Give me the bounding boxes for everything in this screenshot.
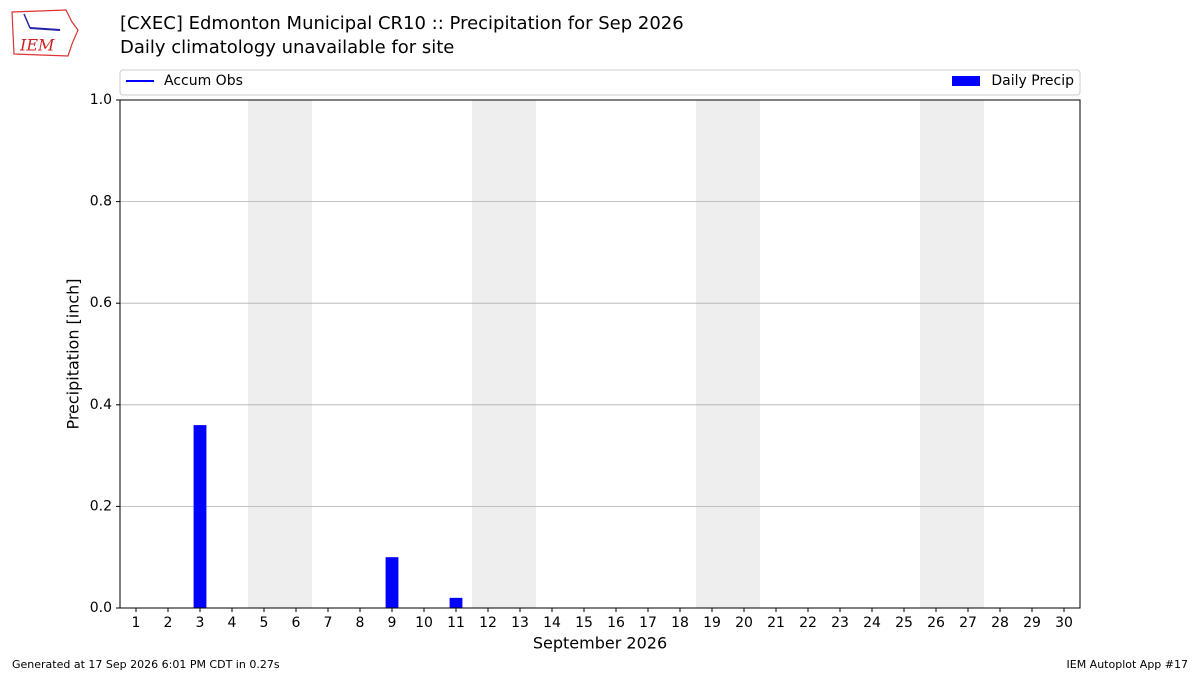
y-tick-label: 1.0 [90,92,112,108]
y-tick-label: 0.4 [90,397,112,413]
x-tick-label: 28 [991,615,1009,631]
x-tick-label: 16 [607,615,625,631]
x-tick-label: 21 [767,615,785,631]
x-tick-label: 23 [831,615,849,631]
legend-label: Accum Obs [164,73,243,89]
weekend-band [248,100,280,608]
x-tick-label: 2 [164,615,173,631]
weekend-band [472,100,504,608]
x-tick-label: 8 [356,615,365,631]
x-tick-label: 14 [543,615,561,631]
weekend-band [952,100,984,608]
chart-title: [CXEC] Edmonton Municipal CR10 :: Precip… [120,13,684,34]
chart-subtitle: Daily climatology unavailable for site [120,37,454,58]
weekend-band [696,100,728,608]
x-tick-label: 7 [324,615,333,631]
x-tick-label: 5 [260,615,269,631]
logo: IEM [11,9,79,57]
x-tick-label: 24 [863,615,881,631]
x-tick-label: 3 [196,615,205,631]
y-tick-label: 0.0 [90,600,112,616]
plot-frame [119,99,1081,609]
x-tick-label: 20 [735,615,753,631]
y-tick-label: 0.2 [90,498,112,514]
x-tick-label: 25 [895,615,913,631]
legend-box [119,69,1081,96]
x-tick-label: 10 [415,615,433,631]
weekend-band [728,100,760,608]
x-tick-label: 6 [292,615,301,631]
footer-left: Generated at 17 Sep 2026 6:01 PM CDT in … [12,658,280,671]
x-tick-label: 29 [1023,615,1041,631]
x-tick-label: 9 [388,615,397,631]
legend-label: Daily Precip [991,73,1074,89]
x-tick-label: 11 [447,615,465,631]
x-axis-label: September 2026 [533,634,667,653]
bar [449,597,463,608]
footer-right: IEM Autoplot App #17 [1067,658,1189,671]
y-tick-label: 0.8 [90,194,112,210]
x-tick-label: 22 [799,615,817,631]
weekend-band [920,100,952,608]
x-tick-label: 26 [927,615,945,631]
weekend-band [280,100,312,608]
bar [193,425,207,608]
legend-swatch [952,76,980,86]
logo-text: IEM [19,36,55,55]
y-tick-label: 0.6 [90,295,112,311]
x-tick-label: 18 [671,615,689,631]
bar [385,557,399,608]
x-tick-label: 12 [479,615,497,631]
x-tick-label: 4 [228,615,237,631]
x-tick-label: 27 [959,615,977,631]
x-tick-label: 17 [639,615,657,631]
x-tick-label: 13 [511,615,529,631]
x-tick-label: 19 [703,615,721,631]
weekend-band [504,100,536,608]
y-axis-label: Precipitation [inch] [64,278,83,429]
x-tick-label: 30 [1055,615,1073,631]
x-tick-label: 15 [575,615,593,631]
x-tick-label: 1 [132,615,141,631]
